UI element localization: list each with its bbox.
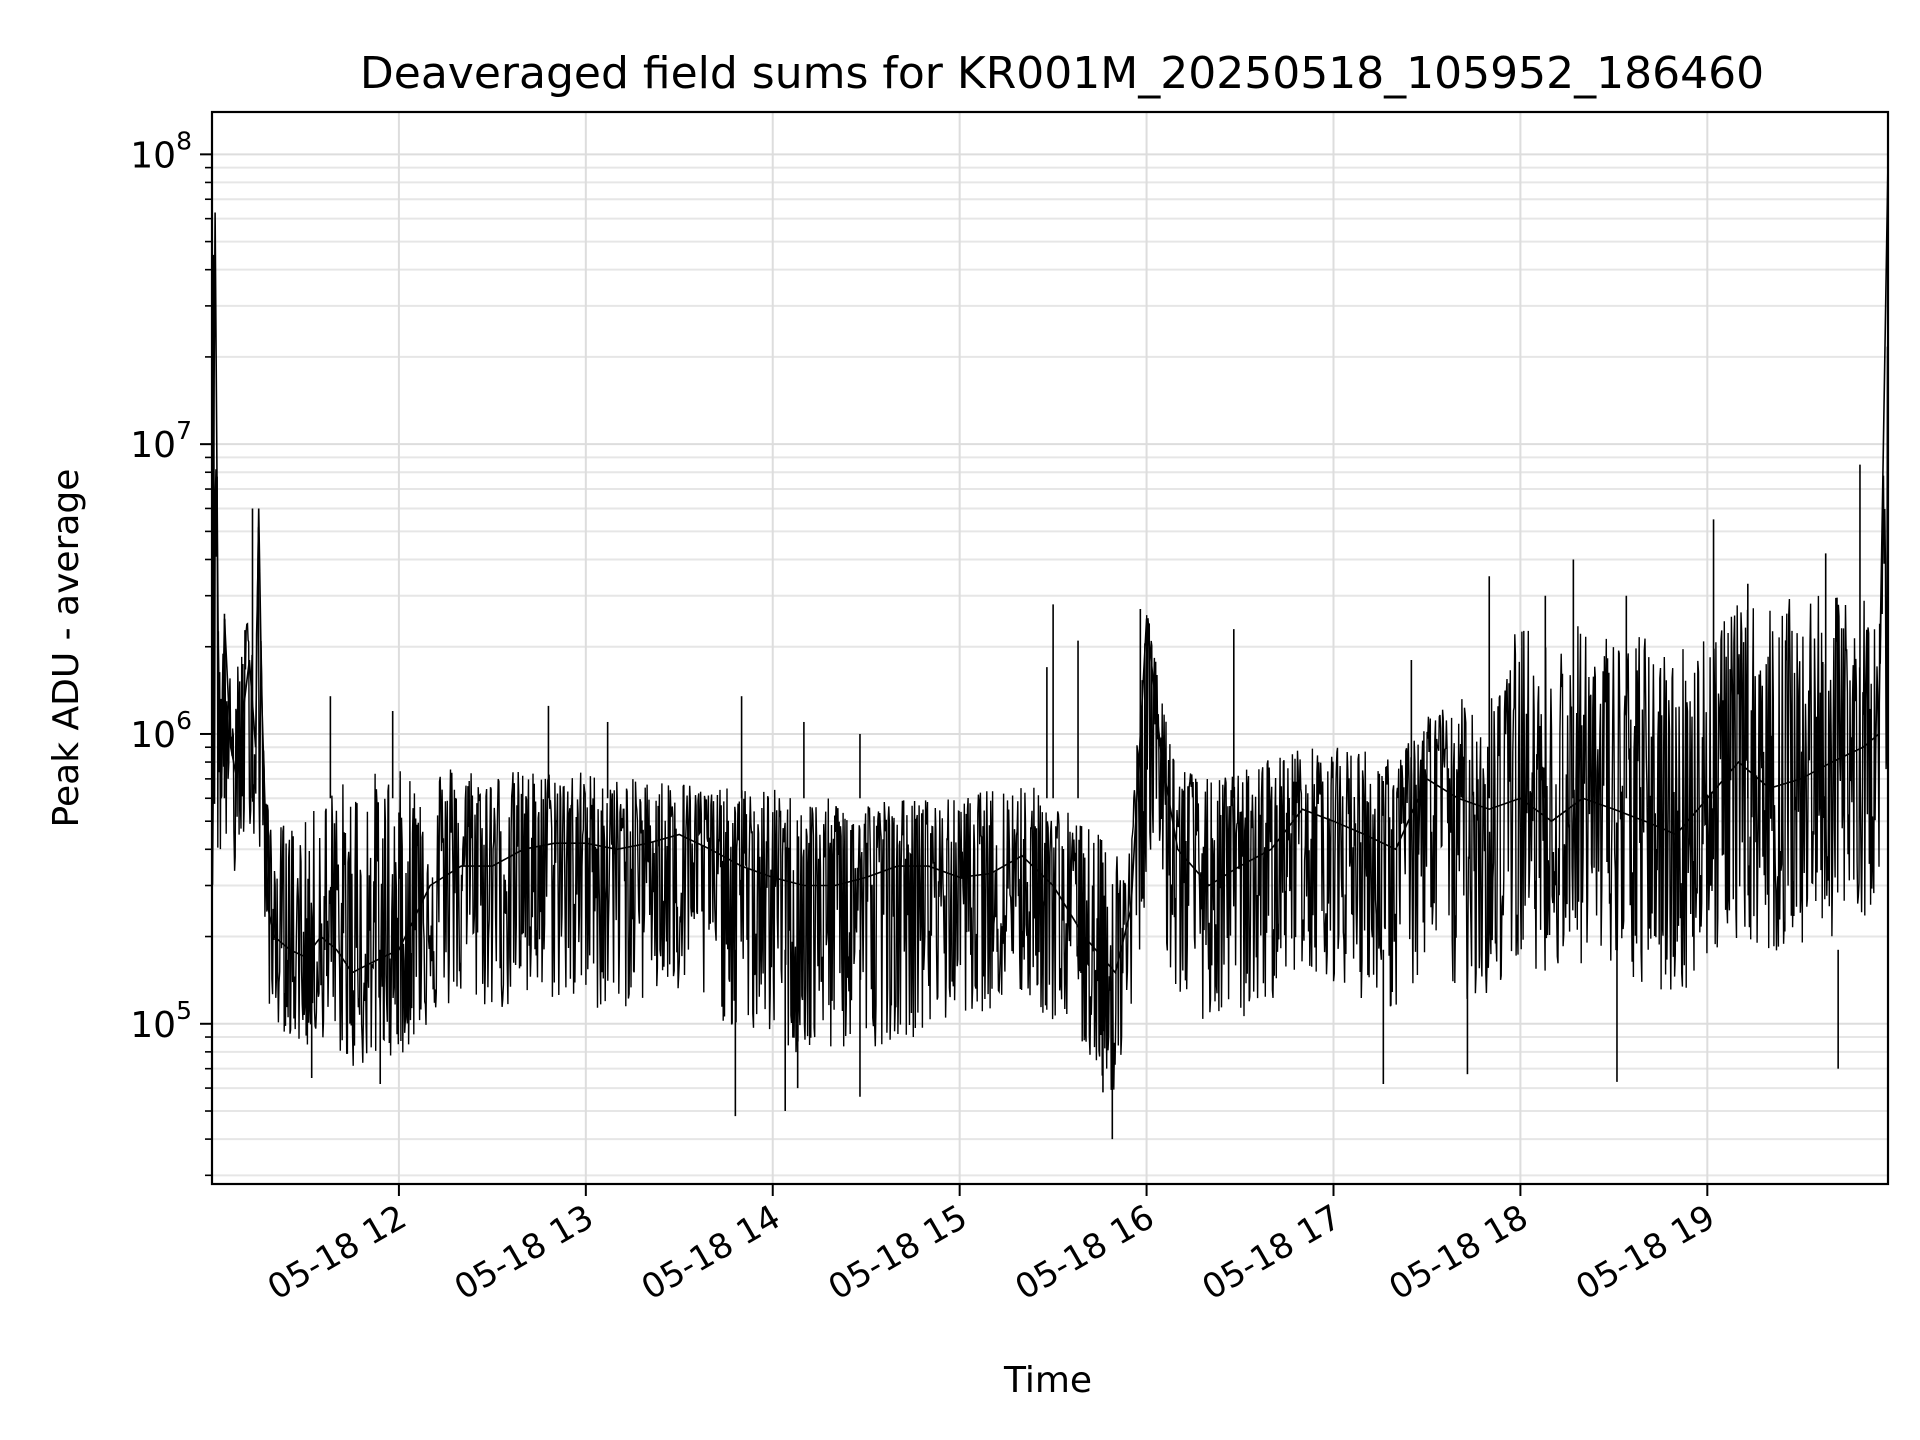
- y-tick-base: 10: [130, 135, 176, 176]
- spikes-group: [212, 254, 1861, 1140]
- y-tick-label: 105: [130, 996, 192, 1046]
- y-tick-base: 10: [130, 715, 176, 756]
- y-tick-label: 108: [130, 126, 192, 176]
- x-axis-label: Time: [1003, 1360, 1092, 1401]
- y-tick-exponent: 8: [176, 126, 192, 155]
- series-trend-line: [211, 160, 1889, 975]
- y-tick-exponent: 6: [176, 706, 192, 735]
- y-tick-label: 106: [130, 706, 192, 756]
- y-axis-label: Peak ADU - average: [46, 469, 87, 828]
- data-bands: [211, 346, 1889, 1090]
- y-tick-label: 107: [130, 416, 192, 466]
- y-tick-base: 10: [130, 425, 176, 466]
- plot-frame: [210, 110, 1890, 1186]
- y-tick-exponent: 5: [176, 996, 192, 1025]
- y-tick-exponent: 7: [176, 416, 192, 445]
- chart-title: Deaveraged field sums for KR001M_2025051…: [360, 48, 1764, 99]
- series-band-line: [211, 346, 1889, 1090]
- y-tick-base: 10: [130, 1005, 176, 1046]
- series-line-group: [211, 160, 1889, 975]
